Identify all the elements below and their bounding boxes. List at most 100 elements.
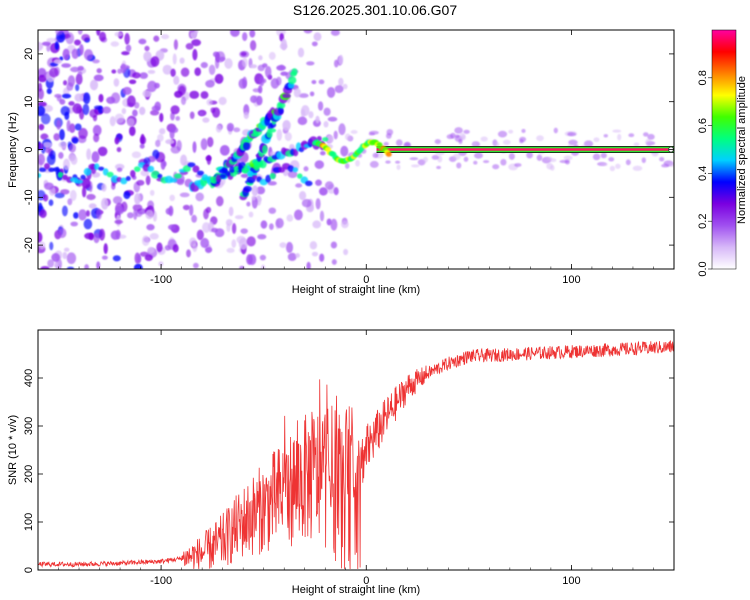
snr-panel: -100 0 100 0 100 200 300 400 Height of straigh… xyxy=(7,329,675,596)
spectrum-blob xyxy=(151,105,161,112)
spectrum-blob xyxy=(189,237,197,247)
spectrum-blob xyxy=(146,224,155,231)
spectrum-blob xyxy=(176,140,182,151)
spectrum-blob xyxy=(330,30,340,36)
spectrum-blob xyxy=(42,141,53,148)
spectrum-blob xyxy=(60,106,70,116)
spectrum-blob xyxy=(278,101,286,109)
spectrum-blob xyxy=(259,75,265,87)
spectrum-blob xyxy=(71,137,79,144)
spectrum-blob xyxy=(612,129,622,133)
spectrum-blob xyxy=(186,249,191,258)
spectrum-blob xyxy=(194,67,202,77)
spectrum-blob xyxy=(306,61,315,66)
spectrum-blob xyxy=(233,127,241,133)
spectrum-blob xyxy=(147,165,155,173)
spectrum-blob xyxy=(141,235,150,247)
spectrum-blob xyxy=(96,30,101,36)
spectrum-blob xyxy=(474,152,483,159)
spectrum-blob xyxy=(221,167,228,173)
spectrum-blob xyxy=(43,182,54,190)
spectrum-blob xyxy=(185,43,194,50)
spectrum-blob xyxy=(333,187,339,196)
spectrum-y-tick-label: 0 xyxy=(23,146,35,152)
spectrum-blob xyxy=(162,64,173,75)
snr-x-tick-label: -100 xyxy=(150,575,172,587)
spectrum-blob xyxy=(83,218,93,230)
spectrum-blob xyxy=(247,170,254,177)
spectrum-blob xyxy=(258,55,263,61)
spectrum-blob xyxy=(92,59,100,64)
spectrum-blob xyxy=(48,199,54,207)
spectrum-blob xyxy=(333,59,339,68)
spectrum-blob xyxy=(86,148,92,160)
spectrum-blob xyxy=(120,63,127,74)
spectrum-blob xyxy=(102,106,111,114)
spectrum-blob xyxy=(83,92,91,105)
spectrum-blob xyxy=(61,63,71,68)
spectrum-blob xyxy=(79,43,84,56)
spectrum-blob xyxy=(127,212,134,219)
spectrum-blob xyxy=(319,253,325,262)
spectrum-blob xyxy=(78,209,87,221)
spectrum-blob xyxy=(200,61,208,69)
spectrum-blob xyxy=(344,133,351,141)
spectrum-blob xyxy=(288,76,297,85)
spectrum-blob xyxy=(323,107,331,116)
snr-y-tick-label: 300 xyxy=(23,417,35,435)
spectrum-blob xyxy=(308,111,314,119)
spectrum-blob xyxy=(480,136,488,142)
spectrum-blob xyxy=(112,255,121,262)
spectrum-blob xyxy=(292,148,299,157)
spectrum-blob xyxy=(136,254,142,264)
spectrum-blob xyxy=(214,57,220,69)
spectrum-blob xyxy=(205,79,215,88)
spectrum-blob xyxy=(130,169,136,178)
spectrum-blob xyxy=(43,162,51,170)
spectrum-y-tick-label: 20 xyxy=(23,48,35,60)
spectrum-blob xyxy=(295,183,303,188)
colorbar-ticks: 0.0 0.2 0.4 0.6 0.8 xyxy=(697,70,712,277)
spectrum-blob xyxy=(615,163,621,169)
spectrum-blob xyxy=(452,153,461,161)
spectrum-blob xyxy=(190,31,197,39)
spectrum-blob xyxy=(311,80,317,85)
spectrum-blob xyxy=(508,129,514,134)
spectrum-blob xyxy=(140,169,150,177)
spectrum-blob xyxy=(240,173,249,178)
spectrum-blob xyxy=(269,223,274,230)
spectrum-blob xyxy=(219,144,230,156)
spectrum-blob xyxy=(312,220,322,229)
spectrum-blob xyxy=(257,64,265,72)
spectrum-blob xyxy=(147,69,156,74)
spectrum-blob xyxy=(92,124,102,136)
spectrum-blob xyxy=(287,165,294,173)
spectrum-blob xyxy=(155,139,161,148)
spectrum-blob xyxy=(195,192,204,202)
spectrum-blob xyxy=(508,152,515,160)
spectrum-blob xyxy=(350,130,358,134)
spectrum-blob xyxy=(103,243,108,255)
spectrum-blob xyxy=(500,158,507,166)
spectrum-blob xyxy=(240,228,248,234)
spectrum-blob xyxy=(286,214,294,222)
spectrum-blob xyxy=(147,80,157,93)
spectrum-blob xyxy=(47,259,55,268)
colorbar-tick-label: 0.2 xyxy=(697,214,709,229)
spectrum-blob xyxy=(192,165,200,173)
spectrum-blob xyxy=(260,264,266,269)
spectrum-blob xyxy=(40,266,50,269)
spectrum-blob xyxy=(193,262,199,269)
spectrum-blob xyxy=(315,115,320,124)
spectrum-blob xyxy=(238,237,248,250)
spectrum-blob xyxy=(53,133,60,141)
spectrum-blob xyxy=(62,80,68,86)
spectrum-blob xyxy=(67,75,76,87)
spectrum-blob xyxy=(189,204,194,216)
spectrum-blob xyxy=(189,90,200,99)
spectrum-blob xyxy=(96,261,101,269)
spectrum-blob xyxy=(106,171,114,178)
spectrum-blob xyxy=(78,127,88,139)
spectrum-blob xyxy=(94,163,100,170)
